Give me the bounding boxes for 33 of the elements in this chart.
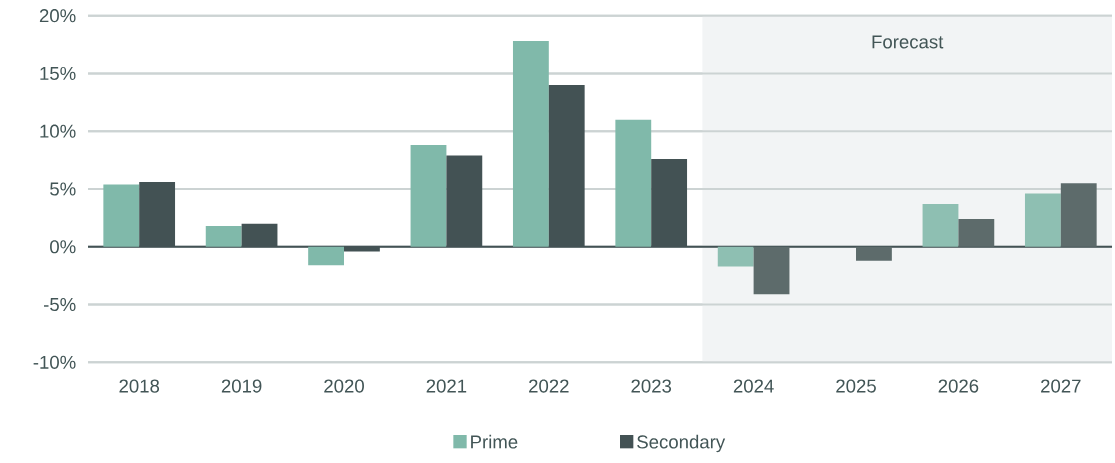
y-tick-label: 20% [39,9,76,23]
y-tick-label: 10% [40,124,76,138]
bar [922,204,959,247]
y-tick-label: 15% [40,66,76,80]
bar [958,219,995,247]
x-tick-label: 2021 [426,379,467,393]
x-tick-label: 2023 [631,379,672,393]
bar [308,246,345,266]
x-tick-label: 2019 [221,379,262,393]
bar [1024,193,1061,247]
bar [717,246,754,267]
y-tick-label: -10% [33,355,76,369]
x-tick-label: 2018 [119,379,160,393]
y-tick-label: 5% [50,182,76,196]
band-label: Forecast [872,35,944,49]
x-tick-label: 2026 [938,379,979,393]
bar [1060,183,1097,247]
y-tick-label: -5% [43,298,76,312]
bar [205,225,242,247]
x-tick-label: 2020 [324,379,364,393]
legend-label: Secondary [637,434,726,453]
bar [615,119,652,247]
y-tick-label: 0% [50,240,76,254]
x-tick-label: 2024 [733,379,774,393]
bar [856,246,892,261]
legend-label: Prime [471,434,518,449]
x-tick-label: 2022 [529,379,569,393]
bar [103,184,140,247]
bar [410,145,447,247]
bar [753,246,790,295]
bar [512,41,549,247]
x-tick-label: 2027 [1041,379,1081,393]
x-tick-label: 2025 [836,379,876,393]
